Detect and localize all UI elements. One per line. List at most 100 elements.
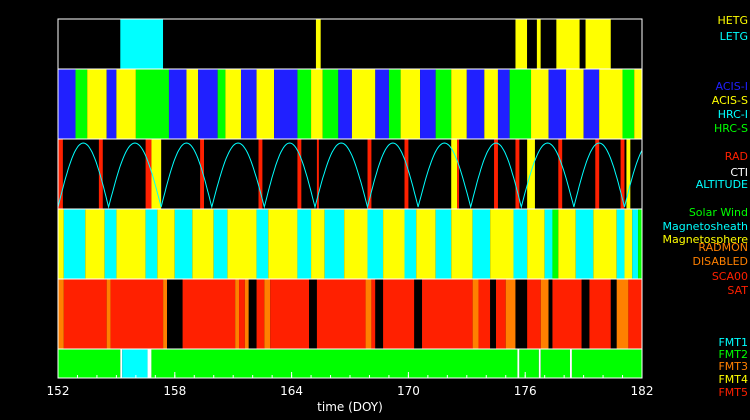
segment-yellow [157, 209, 175, 279]
segment-orange [472, 279, 479, 349]
segment-yellow [192, 209, 214, 279]
segment-black [490, 279, 496, 349]
segment-cyan [544, 209, 553, 279]
segment-cyan [120, 19, 164, 69]
segment-black [163, 19, 316, 69]
segment-red [422, 279, 473, 349]
segment-green [622, 69, 635, 139]
segment-red [182, 279, 236, 349]
panel-format [57, 348, 643, 379]
legend-entry: ACIS-S [712, 94, 748, 107]
segment-yellow [268, 209, 298, 279]
segment-red [63, 279, 107, 349]
segment-yellow [116, 69, 136, 139]
segment-yellow [227, 209, 257, 279]
segment-red [558, 139, 563, 209]
segment-yellow [624, 209, 633, 279]
legend-entry: DISABLED [692, 255, 748, 268]
legend-entry: RADMON [698, 241, 748, 254]
segment-black [248, 279, 257, 349]
segment-yellow [451, 209, 473, 279]
legend-entry: SCA00 [712, 270, 748, 283]
segment-red [297, 139, 302, 209]
segment-yellow [490, 209, 514, 279]
segment-black [515, 279, 528, 349]
segment-yellow [225, 69, 241, 139]
segment-blue [240, 69, 257, 139]
segment-red [239, 279, 245, 349]
segment-white [147, 349, 152, 378]
legend-entry: ALTITUDE [696, 178, 748, 191]
segment-yellow [186, 69, 199, 139]
segment-green [638, 209, 642, 279]
legend-entry: FMT3 [718, 360, 748, 373]
segment-yellow [558, 209, 576, 279]
segment-red [478, 279, 491, 349]
segment-yellow [416, 209, 436, 279]
segment-yellow [451, 139, 458, 209]
segment-yellow [515, 19, 528, 69]
segment-green [388, 69, 401, 139]
segment-black [540, 19, 557, 69]
segment-yellow [151, 139, 162, 209]
segment-red [496, 279, 506, 349]
segment-blue [420, 69, 436, 139]
segment-blue [274, 69, 298, 139]
segment-cyan [616, 209, 625, 279]
x-tick-label: 158 [163, 384, 186, 398]
segment-yellow [556, 19, 580, 69]
x-tick-label: 176 [514, 384, 537, 398]
segment-white [569, 349, 572, 378]
segment-green [509, 69, 532, 139]
segment-yellow [311, 69, 323, 139]
segment-yellow [527, 139, 535, 209]
segment-yellow [400, 69, 421, 139]
panel-radiation [57, 138, 643, 210]
segment-cyan [435, 209, 452, 279]
segment-blue [548, 69, 567, 139]
segment-blue [106, 69, 117, 139]
segment-red [145, 139, 152, 209]
segment-black [610, 279, 617, 349]
segment-cyan [513, 209, 528, 279]
segment-red [494, 139, 498, 209]
segment-green [552, 209, 559, 279]
segment-yellow [383, 209, 405, 279]
x-axis-label: time (DOY) [317, 400, 383, 414]
segment-orange [58, 279, 64, 349]
segment-red [404, 139, 409, 209]
legend-grating: HETG LETG [718, 14, 748, 43]
segment-red [552, 279, 582, 349]
segment-orange [365, 279, 372, 349]
segment-orange [540, 279, 549, 349]
legend-entry: SAT [727, 284, 748, 297]
x-tick-label: 152 [47, 384, 70, 398]
segment-red [316, 279, 366, 349]
segment-red [98, 139, 103, 209]
segment-yellow [116, 209, 146, 279]
panel-environment [57, 208, 643, 280]
segment-yellow [85, 209, 105, 279]
segment-green [435, 69, 452, 139]
panels-layer [57, 18, 643, 379]
legend-entry: FMT1 [718, 336, 748, 349]
segment-red [620, 139, 625, 209]
segment-blue [168, 69, 187, 139]
segment-red [58, 139, 63, 209]
segment-black [414, 279, 423, 349]
segment-red [256, 279, 265, 349]
segment-red [457, 139, 460, 209]
x-axis: 152 158 164 170 176 182 [47, 372, 653, 398]
segment-red [258, 139, 263, 209]
altitude-curve [57, 142, 643, 209]
segment-cyan [104, 209, 117, 279]
segment-blue [375, 69, 389, 139]
panel-grating [57, 18, 643, 70]
segment-red [367, 139, 372, 209]
segment-blue [58, 69, 76, 139]
